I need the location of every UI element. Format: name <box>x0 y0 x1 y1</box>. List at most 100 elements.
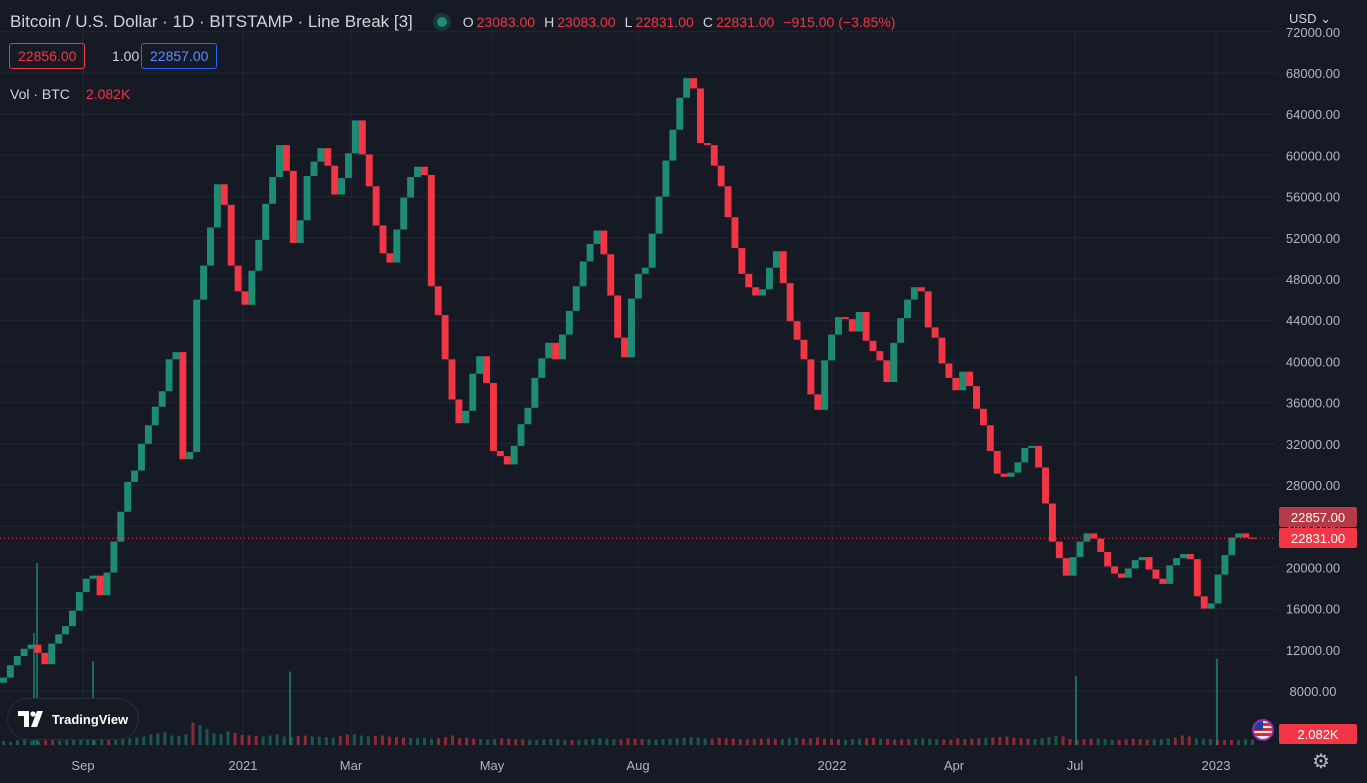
line-break-down-block <box>503 456 511 465</box>
volume-bar <box>1173 737 1177 745</box>
volume-bar <box>808 738 812 745</box>
line-break-down-block <box>282 145 290 171</box>
volume-bar <box>654 739 658 745</box>
line-break-up-block <box>1180 554 1187 559</box>
volume-bar <box>787 738 791 745</box>
line-break-down-block <box>1186 554 1194 560</box>
volume-bar <box>479 739 483 745</box>
volume-bar <box>338 736 342 745</box>
line-break-up-block <box>110 541 118 573</box>
line-break-down-block <box>434 286 442 316</box>
volume-bar <box>1180 735 1184 745</box>
line-break-down-block <box>924 291 932 328</box>
volume-price-label: 2.082K <box>1279 724 1357 744</box>
line-break-up-block <box>317 148 325 162</box>
volume-bar <box>907 739 911 745</box>
us-flag-icon[interactable] <box>1252 719 1274 741</box>
line-break-up-block <box>75 592 83 611</box>
line-break-up-block <box>1021 447 1029 463</box>
volume-bar <box>549 738 553 745</box>
volume-bar <box>30 741 34 745</box>
line-break-down-block <box>738 248 746 274</box>
line-break-up-block <box>0 677 7 683</box>
volume-spike-bar <box>1075 676 1077 745</box>
chart-title: Bitcoin / U.S. Dollar · 1D · BITSTAMP · … <box>10 12 413 31</box>
tradingview-badge[interactable]: TradingView <box>8 699 138 739</box>
volume-bar <box>366 736 370 745</box>
volume-bar <box>872 737 876 745</box>
line-break-up-block <box>296 220 304 243</box>
line-break-down-block <box>621 337 628 358</box>
last-price-label: 22831.00 <box>1279 528 1357 548</box>
line-break-up-block <box>1124 568 1132 578</box>
line-break-down-block <box>786 283 794 322</box>
ohlc-value: 23083.00 <box>476 14 536 30</box>
line-break-up-block <box>538 358 546 378</box>
tradingview-logo-icon <box>17 711 44 727</box>
line-break-down-block <box>489 383 497 452</box>
volume-bar <box>128 738 132 745</box>
line-break-down-block <box>331 165 339 195</box>
volume-bar <box>86 739 90 745</box>
volume-bar <box>956 738 960 745</box>
line-break-down-block <box>717 165 725 187</box>
line-break-up-block <box>821 360 829 410</box>
volume-bar <box>1026 738 1030 745</box>
volume-legend[interactable]: Vol · BTC 2.082K <box>10 86 130 102</box>
volume-bar <box>1040 738 1044 745</box>
line-break-down-block <box>724 186 732 218</box>
order-quantity[interactable]: 1.00 <box>112 48 140 64</box>
line-break-down-block <box>41 652 49 665</box>
volume-bar <box>921 738 925 745</box>
volume-bar <box>380 735 384 745</box>
line-break-down-block <box>427 174 435 287</box>
volume-bar <box>935 739 939 745</box>
volume-bar <box>163 732 167 745</box>
line-break-up-block <box>276 145 283 178</box>
ohlc-value: 22831.00 <box>635 14 694 30</box>
line-break-down-block <box>1000 473 1008 477</box>
line-break-up-block <box>151 406 159 426</box>
chart-header: Bitcoin / U.S. Dollar · 1D · BITSTAMP · … <box>10 12 901 32</box>
volume-bar <box>914 738 918 745</box>
volume-bar <box>619 739 623 745</box>
volume-bar <box>865 738 869 745</box>
line-break-down-block <box>607 254 615 296</box>
currency-label: USD <box>1289 11 1317 26</box>
volume-bar <box>1082 739 1086 745</box>
volume-bar <box>373 736 377 745</box>
volume-bar <box>282 736 286 745</box>
line-break-down-block <box>1062 558 1070 576</box>
volume-bar <box>675 738 679 745</box>
line-break-up-block <box>407 177 415 198</box>
volume-bar <box>682 737 686 745</box>
line-break-up-block <box>890 342 898 382</box>
line-break-down-block <box>938 337 946 364</box>
line-break-up-block <box>414 166 421 178</box>
sell-price-button[interactable]: 22856.00 <box>9 43 86 69</box>
y-tick-label: 16000.00 <box>1286 602 1340 617</box>
line-break-up-block <box>565 310 573 335</box>
line-break-down-block <box>220 184 228 205</box>
volume-bar <box>507 738 511 745</box>
line-break-up-block <box>393 229 401 263</box>
currency-selector[interactable]: USD ⌄ <box>1289 11 1331 27</box>
volume-bar <box>240 734 244 745</box>
line-break-down-block <box>455 399 463 424</box>
y-tick-label: 36000.00 <box>1286 396 1340 411</box>
line-break-up-block <box>524 407 532 425</box>
line-break-up-block <box>1131 560 1139 569</box>
volume-bar <box>1117 739 1121 745</box>
settings-icon[interactable]: ⚙ <box>1312 751 1330 773</box>
line-break-down-block <box>1104 551 1112 567</box>
volume-bar <box>1005 736 1009 745</box>
y-tick-label: 20000.00 <box>1286 560 1340 575</box>
volume-bar <box>577 739 581 745</box>
volume-bar <box>1229 740 1233 745</box>
buy-price-button[interactable]: 22857.00 <box>141 43 218 69</box>
volume-bar <box>1166 738 1170 745</box>
market-status-icon[interactable] <box>436 17 447 27</box>
line-break-up-block <box>213 184 221 228</box>
line-break-up-block <box>6 665 14 678</box>
